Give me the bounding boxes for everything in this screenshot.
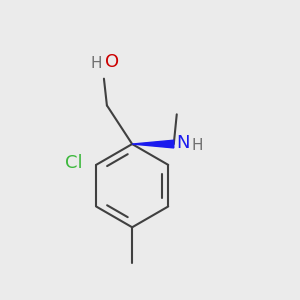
Text: N: N [176, 134, 190, 152]
Text: O: O [105, 53, 119, 71]
Text: H: H [191, 138, 202, 153]
Polygon shape [132, 140, 174, 148]
Text: Cl: Cl [65, 154, 83, 172]
Text: H: H [91, 56, 102, 71]
